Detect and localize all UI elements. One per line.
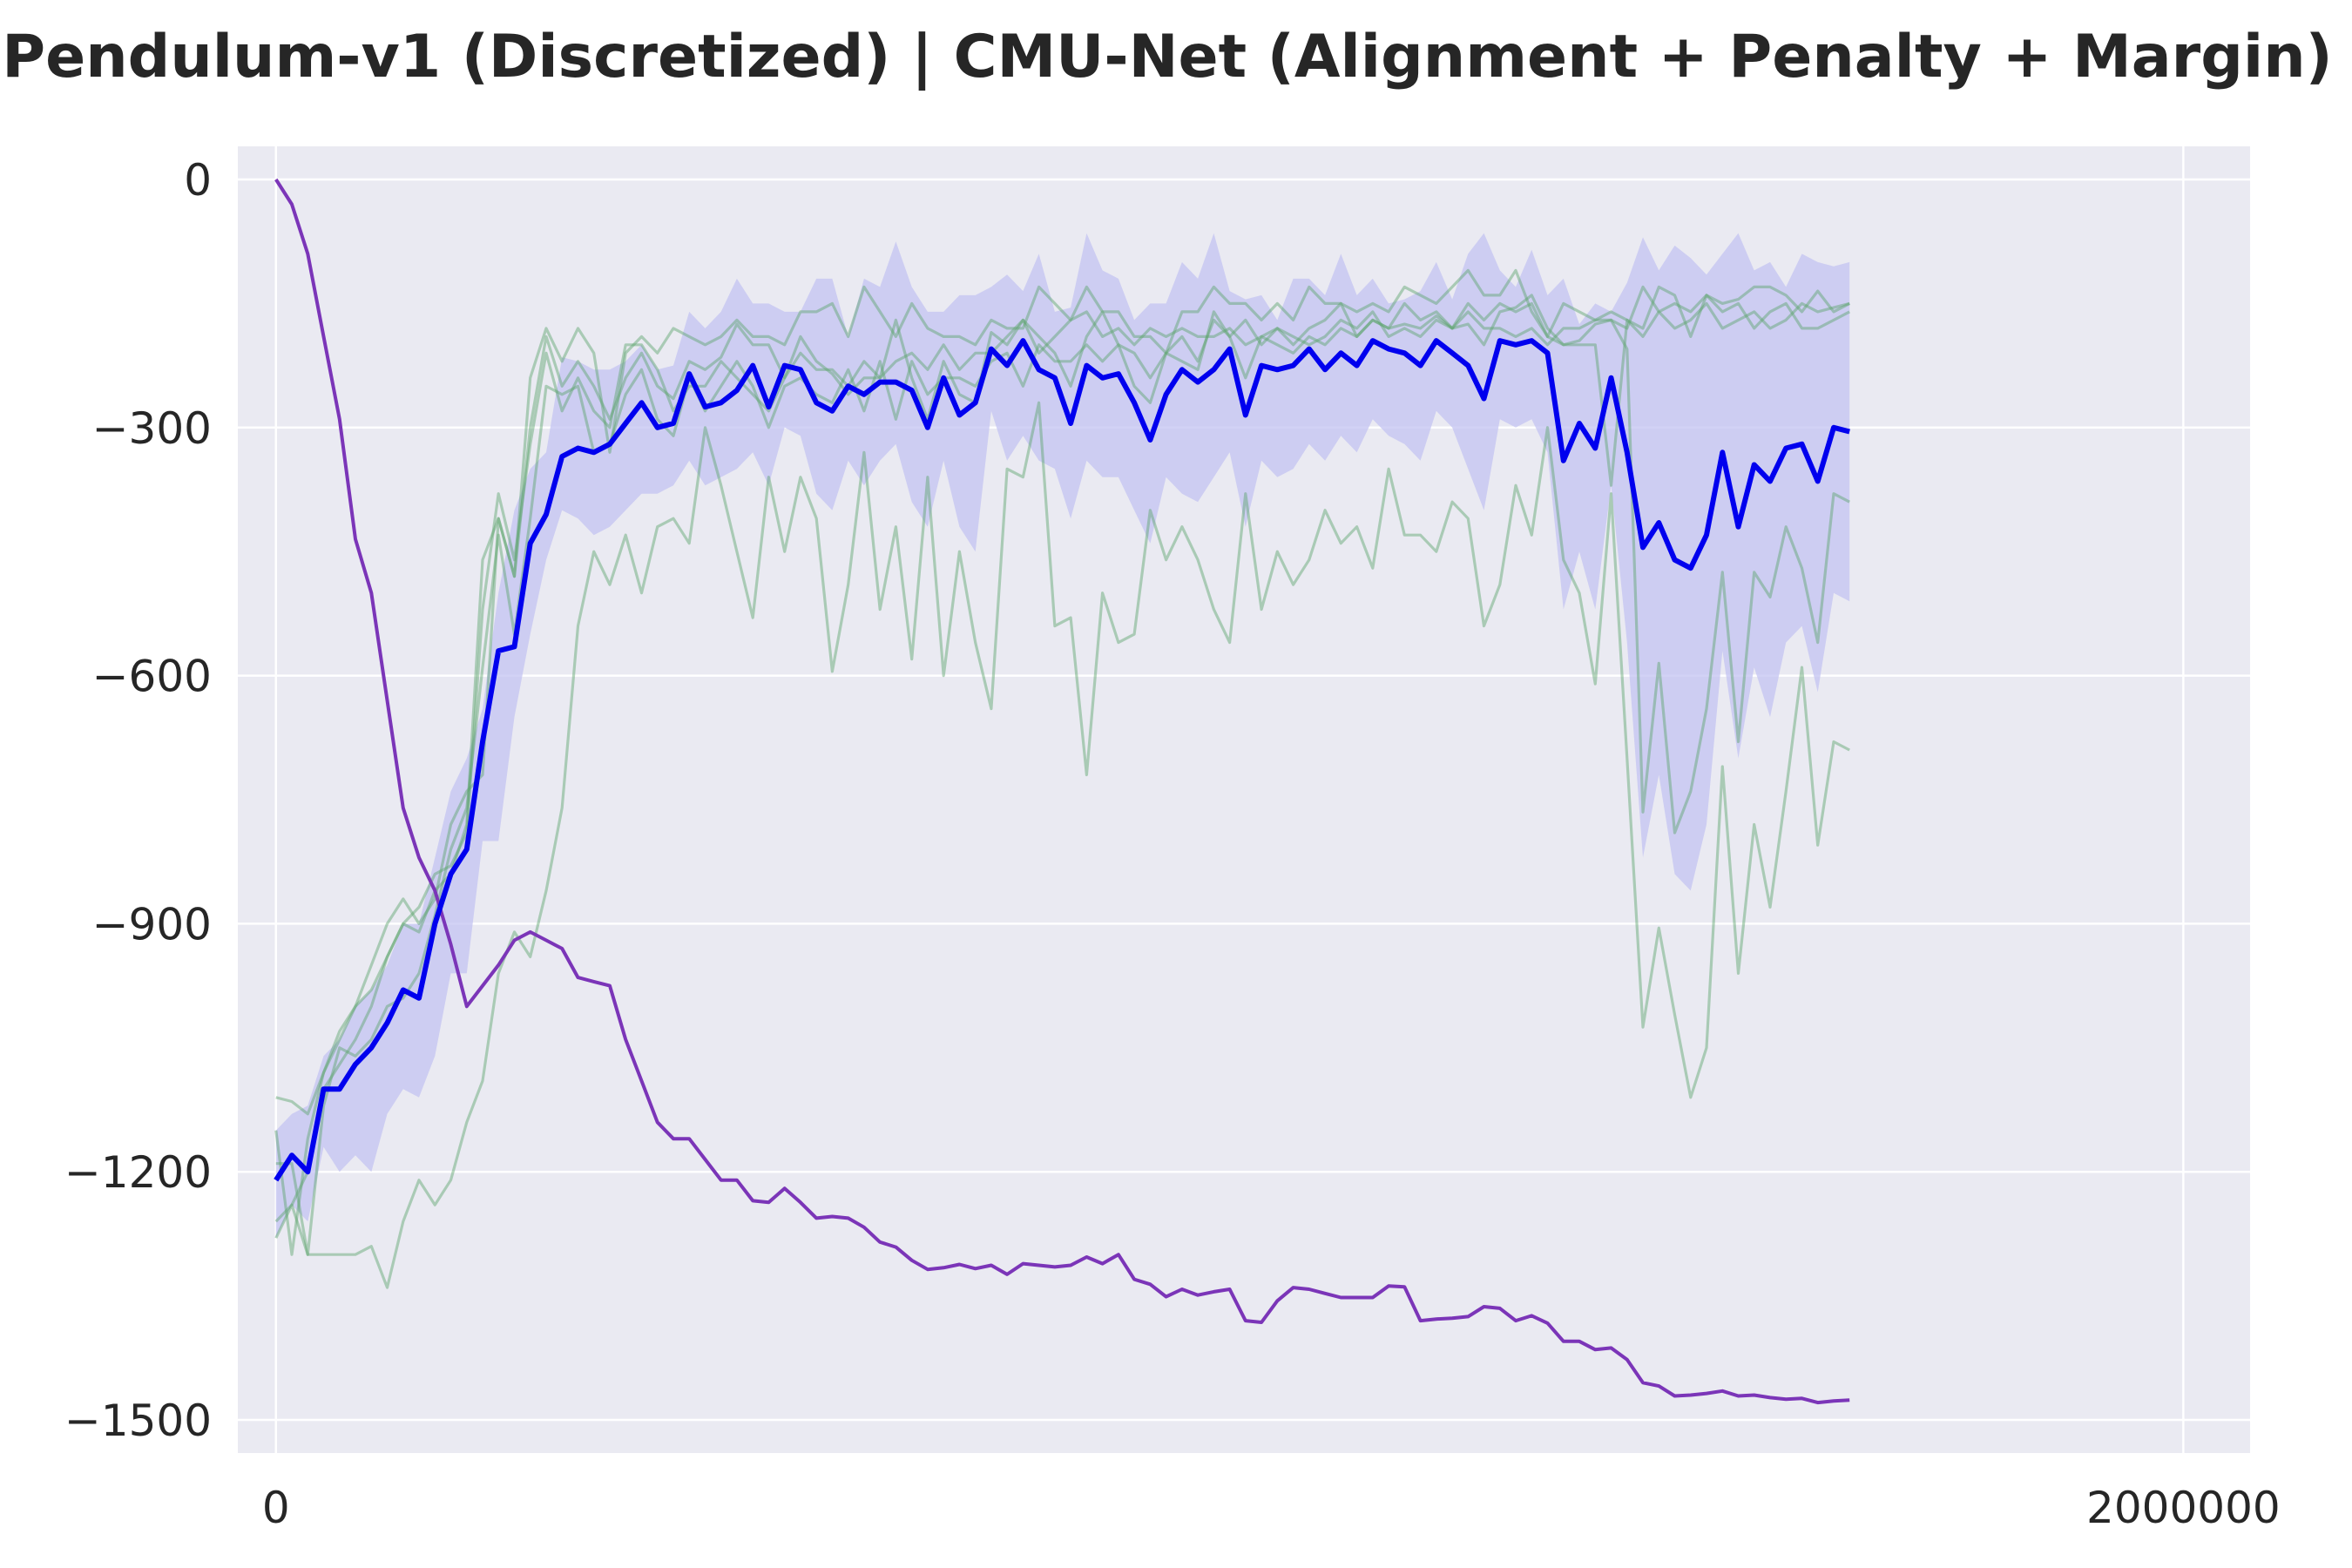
decay-line — [274, 178, 1850, 1405]
run-line — [275, 294, 1850, 1116]
y-tick-label: −300 — [92, 403, 212, 454]
y-tick-label: 0 — [184, 155, 212, 206]
chart-title: Pendulum-v1 (Discretized) | CMU-Net (Ali… — [2, 23, 2332, 91]
y-axis-ticks: 0 −300 −600 −900 −1200 −1500 — [64, 155, 212, 1446]
x-tick-label: 0 — [262, 1483, 290, 1533]
std-band-layer — [275, 233, 1850, 1239]
y-tick-label: −1500 — [64, 1396, 212, 1446]
decay-line-layer — [274, 178, 1850, 1405]
x-axis-ticks: 0 2000000 — [262, 1483, 2281, 1533]
y-tick-label: −600 — [92, 652, 212, 702]
run-line — [275, 285, 1850, 1256]
y-tick-label: −900 — [92, 899, 212, 950]
run-line — [274, 301, 1850, 1223]
run-lines-layer — [274, 268, 1850, 1289]
y-tick-label: −1200 — [64, 1147, 212, 1198]
run-line — [274, 401, 1850, 1289]
mean-line — [274, 338, 1850, 1182]
mean-line-layer — [274, 338, 1850, 1182]
std-band — [275, 233, 1850, 1239]
run-line — [274, 268, 1850, 1256]
x-tick-label: 2000000 — [2086, 1483, 2281, 1533]
